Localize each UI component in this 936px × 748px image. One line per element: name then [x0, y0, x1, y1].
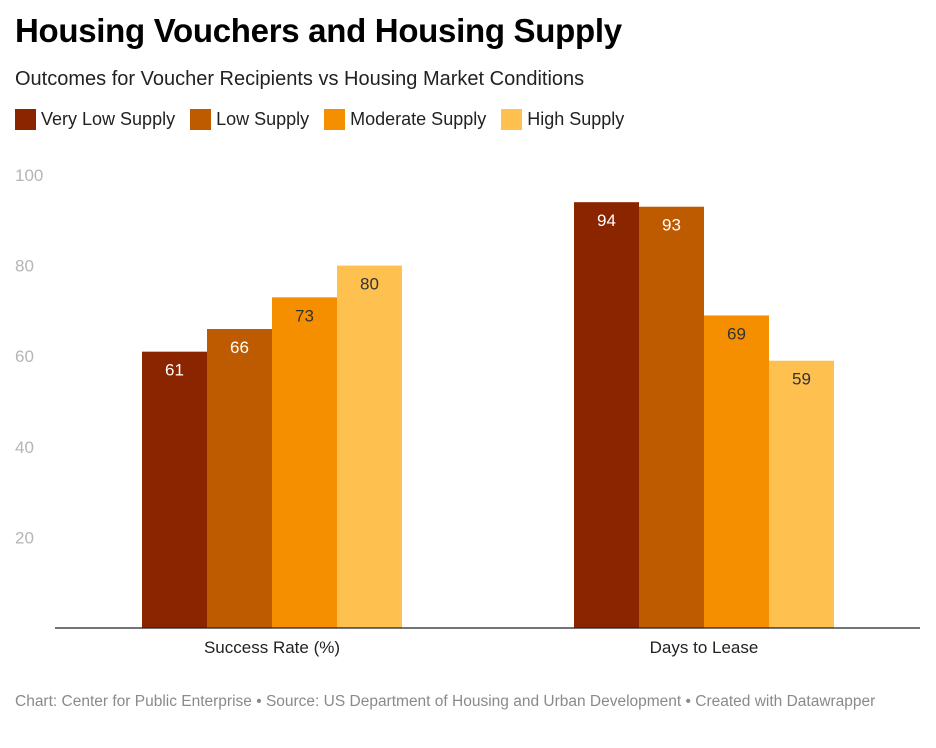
bar [769, 360, 834, 628]
bar-value-label: 59 [792, 370, 811, 389]
legend: Very Low Supply Low Supply Moderate Supp… [15, 109, 639, 130]
x-category-label: Days to Lease [650, 638, 759, 657]
bar [639, 206, 704, 628]
chart-title: Housing Vouchers and Housing Supply [15, 12, 622, 49]
legend-swatch [15, 109, 36, 130]
bar-chart: 20 40 60 80 100 61 66 73 80 Success Rate (%) 94 93 6… [15, 166, 920, 657]
legend-label: High Supply [527, 109, 625, 129]
bar [704, 315, 769, 628]
bar-value-label: 80 [360, 275, 379, 294]
y-tick-label: 20 [15, 528, 34, 547]
legend-label: Moderate Supply [350, 109, 487, 129]
bar [272, 297, 337, 628]
legend-item-very-low-supply: Very Low Supply [15, 109, 175, 130]
legend-label: Very Low Supply [41, 109, 176, 129]
bar [337, 265, 402, 628]
bar-value-label: 73 [295, 306, 314, 325]
legend-item-moderate-supply: Moderate Supply [324, 109, 486, 130]
chart-footer: Chart: Center for Public Enterprise • So… [15, 693, 876, 710]
chart-subtitle: Outcomes for Voucher Recipients vs Housi… [15, 68, 585, 90]
y-tick-label: 60 [15, 347, 34, 366]
legend-swatch [501, 109, 523, 130]
y-tick-label: 40 [15, 438, 34, 457]
bar-value-label: 66 [230, 338, 249, 357]
legend-label: Low Supply [216, 109, 310, 129]
bar-value-label: 94 [597, 211, 616, 230]
legend-swatch [324, 109, 346, 130]
bar-value-label: 69 [727, 324, 746, 343]
y-tick-label: 100 [15, 166, 43, 185]
legend-item-low-supply: Low Supply [190, 109, 309, 130]
bar-value-label: 61 [165, 361, 184, 380]
bar-value-label: 93 [662, 216, 681, 235]
bar [574, 202, 639, 628]
y-tick-label: 80 [15, 257, 34, 276]
legend-item-high-supply: High Supply [501, 109, 624, 130]
legend-swatch [190, 109, 212, 130]
x-category-label: Success Rate (%) [204, 638, 340, 657]
bar [142, 351, 207, 628]
bar [207, 329, 272, 628]
